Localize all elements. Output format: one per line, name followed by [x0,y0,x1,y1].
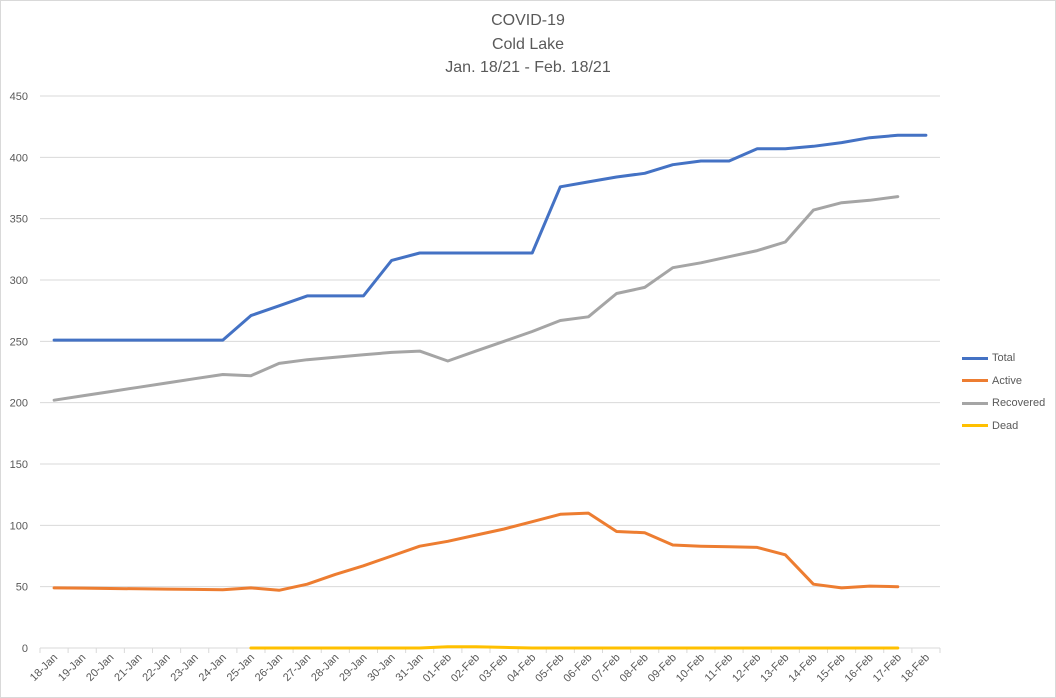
x-tick-label: 29-Jan [337,652,369,684]
x-tick-label: 14-Feb [786,652,819,685]
chart-title: COVID-19 [491,12,565,29]
x-tick-label: 07-Feb [590,652,623,685]
x-tick-label: 10-Feb [674,652,707,685]
x-tick-label: 22-Jan [140,652,172,684]
y-tick-label: 100 [10,520,28,532]
x-tick-label: 27-Jan [281,652,313,684]
legend-item-recovered: Recovered [962,392,1045,415]
x-tick-label: 02-Feb [449,652,482,685]
x-tick-label: 12-Feb [730,652,763,685]
x-tick-label: 01-Feb [421,652,454,685]
x-tick-label: 13-Feb [758,652,791,685]
x-tick-label: 28-Jan [309,652,341,684]
x-tick-label: 08-Feb [618,652,651,685]
chart-date-range: Jan. 18/21 - Feb. 18/21 [445,59,611,76]
x-tick-label: 30-Jan [365,652,397,684]
x-tick-label: 20-Jan [84,652,116,684]
legend-swatch-recovered [962,401,988,405]
legend-swatch-dead [962,424,988,428]
legend: Total Active Recovered Dead [962,347,1045,437]
legend-item-active: Active [962,370,1045,393]
legend-label-total: Total [992,352,1016,365]
y-tick-label: 450 [10,91,28,103]
series-line-recovered [52,195,900,402]
legend-item-total: Total [962,347,1045,370]
y-tick-label: 350 [10,214,28,226]
legend-label-dead: Dead [992,419,1019,432]
legend-label-recovered: Recovered [992,397,1046,410]
x-tick-label: 16-Feb [843,652,876,685]
x-tick-label: 31-Jan [394,652,426,684]
x-tick-label: 09-Feb [646,652,679,685]
x-tick-label: 04-Feb [505,652,538,685]
x-tick-label: 05-Feb [533,652,566,685]
x-tick-label: 21-Jan [112,652,144,684]
chart-subtitle: Cold Lake [491,36,565,53]
x-tick-label: 03-Feb [477,652,510,685]
y-tick-label: 150 [10,459,28,471]
x-tick-label: 18-Jan [28,652,60,684]
x-tick-label: 18-Feb [899,652,932,685]
x-tick-label: 06-Feb [561,652,594,685]
x-tick-label: 17-Feb [871,652,904,685]
series-line-active [52,511,900,592]
series-line-dead [249,645,900,650]
y-tick-label: 400 [10,152,28,164]
y-tick-label: 200 [10,398,28,410]
x-tick-label: 15-Feb [815,652,848,685]
y-tick-label: 0 [22,643,28,655]
x-tick-label: 11-Feb [703,652,736,685]
x-tick-label: 19-Jan [56,652,88,684]
series-line-total [52,133,928,342]
x-tick-label: 24-Jan [197,652,229,684]
y-tick-label: 50 [16,582,28,594]
legend-label-active: Active [992,374,1022,387]
y-tick-label: 300 [10,275,28,287]
legend-swatch-active [962,379,988,383]
x-tick-label: 26-Jan [253,652,285,684]
x-tick-label: 25-Jan [225,652,257,684]
y-tick-label: 250 [10,336,28,348]
legend-swatch-total [962,356,988,360]
legend-item-dead: Dead [962,415,1045,438]
x-tick-label: 23-Jan [169,652,201,684]
